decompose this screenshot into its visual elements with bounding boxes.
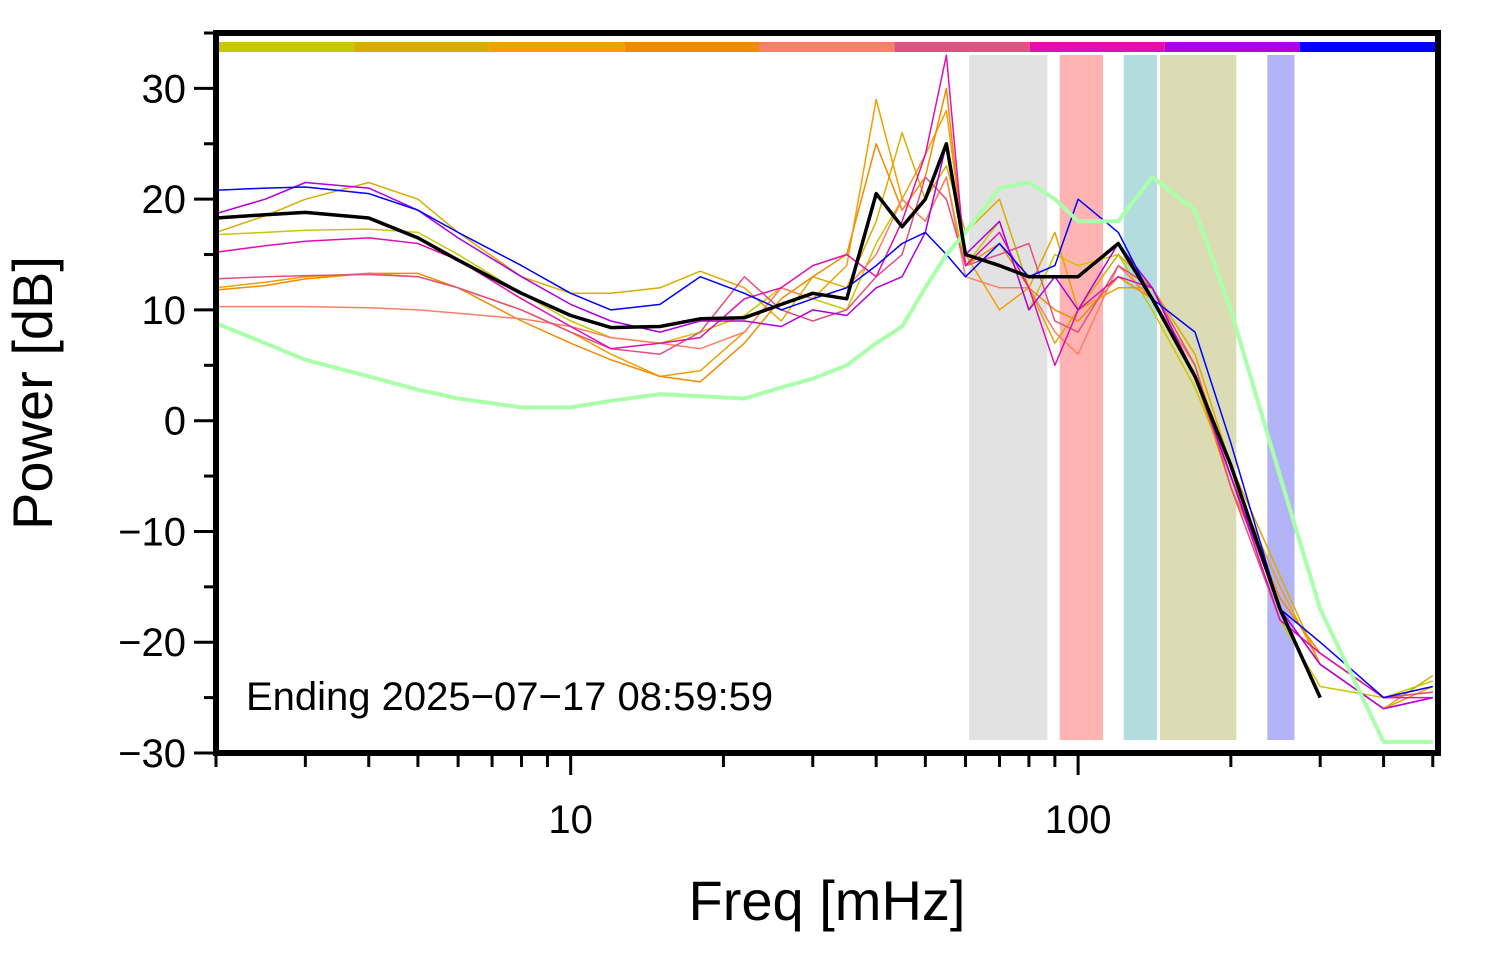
y-tick-label: 0 <box>164 400 186 444</box>
y-tick-label: 30 <box>142 67 187 111</box>
series-line <box>216 176 1434 699</box>
shaded-band <box>1267 55 1295 740</box>
color-strip <box>1029 42 1165 52</box>
color-strip <box>894 42 1030 52</box>
x-tick-label: 100 <box>1045 798 1112 842</box>
series-line <box>216 98 1434 710</box>
shaded-band <box>1123 55 1157 740</box>
series-line <box>216 176 1433 699</box>
shaded-band <box>1159 55 1237 740</box>
y-tick-label: −20 <box>118 621 186 665</box>
y-tick-label: −30 <box>118 732 186 776</box>
x-axis-title: Freq [mHz] <box>689 869 966 932</box>
y-tick-label: −10 <box>118 510 186 554</box>
shaded-band <box>969 55 1048 740</box>
color-strip <box>1164 42 1300 52</box>
series-line <box>216 186 1433 699</box>
y-tick-label: 10 <box>142 289 187 333</box>
plot-frame <box>213 30 1441 756</box>
color-strip <box>489 42 625 52</box>
y-tick-label: 20 <box>142 178 187 222</box>
color-strip <box>219 42 355 52</box>
color-strip <box>759 42 895 52</box>
series-line <box>216 142 1322 699</box>
series-line <box>216 131 1434 710</box>
series-line <box>216 87 1433 699</box>
color-strip <box>624 42 760 52</box>
x-tick-label: 10 <box>548 798 593 842</box>
y-axis-title: Power [dB] <box>1 256 64 530</box>
shaded-band <box>1059 55 1104 740</box>
annotation: Ending 2025−07−17 08:59:59 <box>246 675 773 719</box>
series-line <box>216 176 1433 710</box>
series-line <box>216 175 1433 744</box>
color-strip <box>1299 42 1435 52</box>
color-strip <box>354 42 490 52</box>
